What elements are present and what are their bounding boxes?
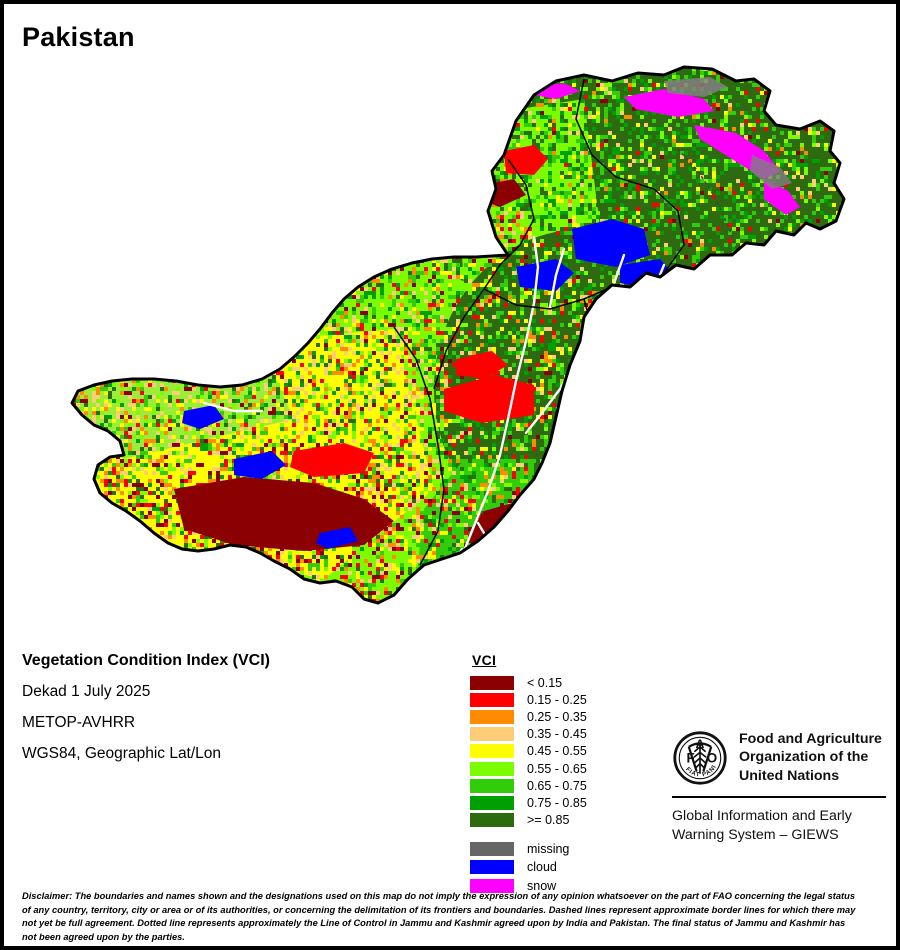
- fao-org-line-3: United Nations: [739, 767, 840, 784]
- legend-class-row: >= 0.85: [470, 812, 640, 829]
- legend-class-list: < 0.15 0.15 - 0.25 0.25 - 0.35 0.35 - 0.45 0…: [470, 674, 640, 829]
- giews-line-1: Global Information and Early: [672, 808, 852, 824]
- map-info-block: Vegetation Condition Index (VCI) Dekad 1…: [22, 652, 270, 776]
- legend-class-swatch: [470, 795, 514, 810]
- legend-class-row: 0.45 - 0.55: [470, 743, 640, 760]
- legend-mask-swatch: [470, 860, 514, 875]
- map-canvas[interactable]: [64, 59, 854, 639]
- vci-raster-map: [70, 65, 846, 605]
- legend-class-label: 0.15 - 0.25: [527, 692, 587, 707]
- legend-class-swatch: [470, 778, 514, 793]
- info-product: Vegetation Condition Index (VCI): [22, 652, 270, 669]
- legend-class-row: < 0.15: [470, 674, 640, 691]
- fao-letter-a: A: [696, 737, 705, 751]
- legend-mask-swatch: [470, 841, 514, 856]
- fao-emblem-icon: F A O FIAT PANIS: [672, 730, 727, 785]
- legend-class-label: 0.65 - 0.75: [527, 778, 587, 793]
- line-of-control: [677, 148, 741, 260]
- legend-mask-label: missing: [527, 841, 570, 856]
- fao-divider: [672, 796, 886, 798]
- info-period: Dekad 1 July 2025: [22, 683, 151, 700]
- legend-class-row: 0.15 - 0.25: [470, 691, 640, 708]
- legend-class-swatch: [470, 727, 514, 742]
- legend-class-row: 0.25 - 0.35: [470, 708, 640, 725]
- legend-mask-label: snow: [527, 878, 557, 893]
- legend-class-swatch: [470, 692, 514, 707]
- giews-line-2: Warning System – GIEWS: [672, 826, 839, 843]
- legend-class-swatch: [470, 761, 514, 776]
- legend-class-label: 0.45 - 0.55: [527, 744, 587, 759]
- fao-letter-o: O: [707, 750, 717, 765]
- fao-org-name: Food and Agriculture Organization of the…: [739, 730, 882, 785]
- fao-letter-f: F: [687, 750, 695, 765]
- legend-class-label: 0.75 - 0.85: [527, 795, 587, 810]
- legend-class-row: 0.75 - 0.85: [470, 794, 640, 811]
- legend-class-swatch: [470, 709, 514, 724]
- legend-class-row: 0.55 - 0.65: [470, 760, 640, 777]
- info-sensor: METOP-AVHRR: [22, 714, 136, 731]
- legend-class-row: 0.65 - 0.75: [470, 777, 640, 794]
- fao-org-line-1: Food and Agriculture: [739, 731, 882, 747]
- disclaimer-text: Disclaimer: The boundaries and names sho…: [22, 891, 856, 943]
- legend-class-label: 0.35 - 0.45: [527, 727, 587, 742]
- legend-class-swatch: [470, 675, 514, 690]
- legend-mask-label: cloud: [527, 860, 557, 875]
- legend-title: VCI: [472, 652, 497, 668]
- fao-giews-block: F A O FIAT PANIS Food and Agriculture Or…: [672, 730, 886, 845]
- legend-class-label: >= 0.85: [527, 813, 570, 828]
- giews-name: Global Information and Early Warning Sys…: [672, 807, 886, 845]
- info-projection: WGS84, Geographic Lat/Lon: [22, 745, 222, 762]
- legend-class-label: 0.55 - 0.65: [527, 761, 587, 776]
- fao-org-line-2: Organization of the: [739, 749, 869, 766]
- legend-mask-list: missing cloud snow: [470, 840, 640, 896]
- vci-legend: VCI < 0.15 0.15 - 0.25 0.25 - 0.35 0.35 - 0…: [470, 652, 640, 895]
- legend-mask-row: cloud: [470, 858, 640, 877]
- legend-class-row: 0.35 - 0.45: [470, 726, 640, 743]
- legend-class-swatch: [470, 744, 514, 759]
- legend-mask-swatch: [470, 878, 514, 893]
- legend-class-label: 0.25 - 0.35: [527, 709, 587, 724]
- legend-class-swatch: [470, 813, 514, 828]
- page-title: Pakistan: [22, 22, 135, 52]
- legend-mask-row: missing: [470, 840, 640, 859]
- legend-mask-row: snow: [470, 877, 640, 896]
- legend-class-label: < 0.15: [527, 675, 563, 690]
